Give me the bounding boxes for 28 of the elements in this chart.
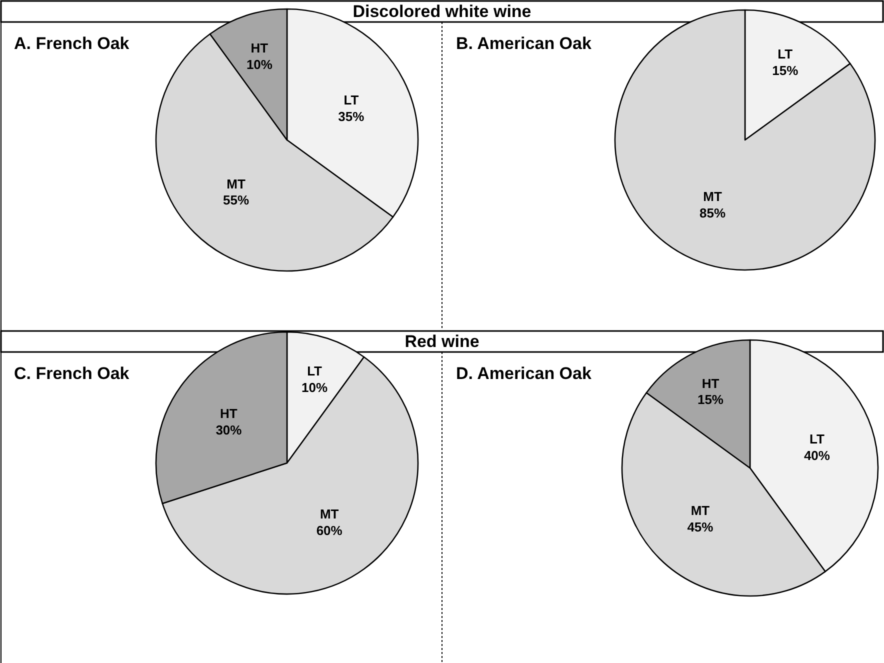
slice-label: MT — [690, 503, 710, 518]
slice-label: MT — [226, 176, 246, 192]
text: B. American Oak — [456, 34, 592, 53]
data-label: 15% — [772, 62, 799, 78]
data-label: 35% — [338, 108, 365, 124]
data-label: 10% — [302, 380, 328, 395]
slice-label: MT — [703, 189, 722, 204]
data-label: 30% — [216, 422, 242, 438]
text: C. French Oak — [14, 364, 130, 383]
data-label: 10% — [246, 56, 273, 72]
data-label: 45% — [687, 519, 714, 534]
data-label: 85% — [700, 205, 726, 220]
slice-label: HT — [702, 376, 720, 391]
slice-label: LT — [344, 92, 359, 108]
data-label: 40% — [804, 448, 830, 463]
text: D. American Oak — [456, 364, 592, 383]
slice-label: LT — [778, 46, 793, 62]
text: A. French Oak — [14, 34, 130, 53]
chart-subtitle: Discolored white wine — [352, 2, 532, 21]
slice-label: HT — [250, 40, 268, 56]
chart-subtitle: Red wine — [404, 332, 480, 351]
data-label: 15% — [697, 392, 724, 408]
slice-label: LT — [809, 432, 824, 447]
data-label: 55% — [223, 192, 250, 208]
data-label: 60% — [316, 522, 343, 538]
slice-label: HT — [220, 406, 238, 422]
slice-label: LT — [307, 364, 322, 379]
slice-label: MT — [320, 506, 339, 522]
